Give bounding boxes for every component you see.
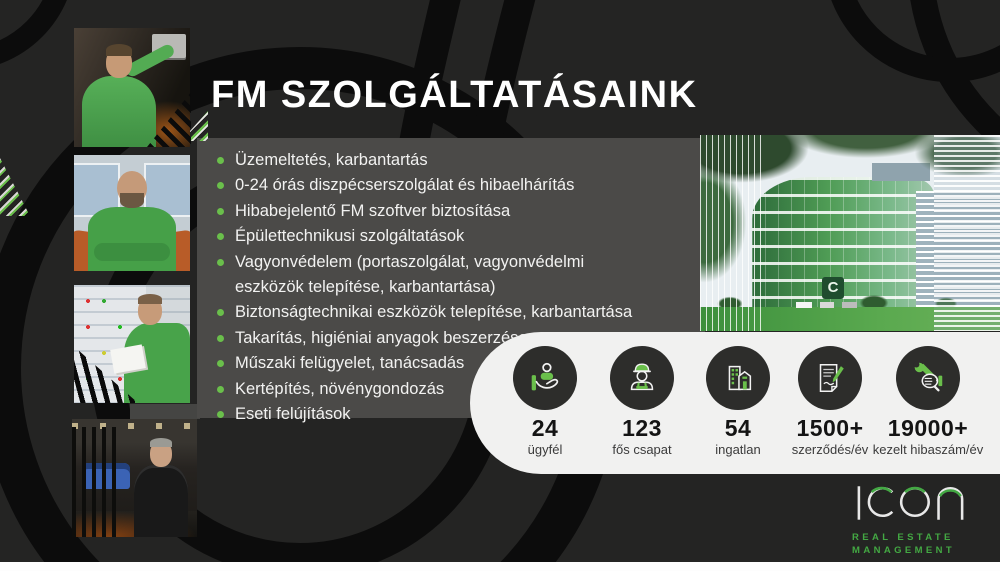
stat-label: kezelt hibaszám/év <box>872 442 984 457</box>
list-item: Eseti felújítások <box>211 402 701 427</box>
stat-value: 123 <box>622 415 662 441</box>
service-label: Vagyonvédelem (portaszolgálat, vagyonvéd… <box>235 252 585 297</box>
list-item: Üzemeltetés, karbantartás <box>211 148 701 173</box>
hand-holding-wrench-icon <box>913 361 943 392</box>
contract-with-pencil-icon <box>819 363 844 393</box>
office-building-photo: C <box>700 135 1000 331</box>
list-item: 0-24 órás diszpécserszolgálat és hibaelh… <box>211 173 701 198</box>
bullet-icon <box>217 334 224 342</box>
company-logo: REAL ESTATE MANAGEMENT <box>852 479 997 556</box>
list-item: Takarítás, higiéniai anyagok beszerzése <box>211 326 701 351</box>
photo-engineer-at-control-panel <box>74 285 190 403</box>
service-label: Épülettechnikusi szolgáltatások <box>235 227 465 246</box>
icon-logo-lettermark <box>857 486 964 520</box>
stat-team: 123 fős csapat <box>597 346 687 457</box>
list-item: Biztonságtechnikai eszközök telepítése, … <box>211 300 701 325</box>
list-item: Műszaki felügyelet, tanácsadás <box>211 351 701 376</box>
service-label: Eseti felújítások <box>235 405 351 424</box>
stat-value: 19000+ <box>887 415 969 441</box>
construction-worker-icon <box>630 363 654 391</box>
service-label: Takarítás, higiéniai anyagok beszerzése <box>235 328 528 347</box>
bottom-white-strip <box>0 562 1000 571</box>
stat-value: 1500+ <box>796 415 864 441</box>
list-item: Kertépítés, növénygondozás <box>211 377 701 402</box>
stat-clients: 24 ügyfél <box>500 346 590 457</box>
service-label: 0-24 órás diszpécserszolgálat és hibaelh… <box>235 176 575 195</box>
stat-icon-circle <box>706 346 770 410</box>
bullet-icon <box>217 385 224 393</box>
building-sign: C <box>822 277 844 299</box>
stat-label: ügyfél <box>527 442 563 457</box>
stat-label: fős csapat <box>612 442 672 457</box>
service-label: Biztonságtechnikai eszközök telepítése, … <box>235 303 633 322</box>
stat-value: 54 <box>724 415 752 441</box>
bullet-icon <box>217 411 224 419</box>
stat-icon-circle <box>513 346 577 410</box>
logo-tagline-line1: REAL ESTATE <box>852 532 954 543</box>
logo-tagline-line2: MANAGEMENT <box>852 545 956 556</box>
stat-label: szerződés/év <box>791 442 869 457</box>
photo-operator-at-monitoring-desk <box>74 155 190 271</box>
list-item: Hibabejelentő FM szoftver biztosítása <box>211 199 701 224</box>
stat-value: 24 <box>531 415 559 441</box>
stat-icon-circle <box>610 346 674 410</box>
stats-bar: 24 ügyfél 123 fős csapat <box>470 332 1000 474</box>
service-label: Üzemeltetés, karbantartás <box>235 151 428 169</box>
list-item: Vagyonvédelem (portaszolgálat, vagyonvéd… <box>211 250 701 301</box>
horizontal-lines-overlay <box>934 135 1000 331</box>
stat-label: ingatlan <box>715 442 761 457</box>
list-item: Épülettechnikusi szolgáltatások <box>211 224 701 249</box>
slide-title: FM SZOLGÁLTATÁSAINK <box>211 74 698 116</box>
bullet-icon <box>217 309 224 317</box>
stat-icon-circle <box>798 346 862 410</box>
hand-holding-person-icon <box>531 362 559 391</box>
buildings-icon <box>728 365 752 391</box>
service-label: Hibabejelentő FM szoftver biztosítása <box>235 201 511 220</box>
vertical-lines-overlay <box>700 135 766 331</box>
stat-properties: 54 ingatlan <box>693 346 783 457</box>
stat-contracts: 1500+ szerződés/év <box>774 346 886 457</box>
service-label: Kertépítés, növénygondozás <box>235 379 445 398</box>
gray-square-decoration <box>130 404 200 419</box>
service-label: Műszaki felügyelet, tanácsadás <box>235 354 465 373</box>
bullet-icon <box>217 157 224 164</box>
stat-handled-issues: 19000+ kezelt hibaszám/év <box>860 346 996 457</box>
bullet-icon <box>217 360 224 368</box>
bullet-icon <box>217 233 224 241</box>
bullet-icon <box>217 258 224 266</box>
stat-icon-circle <box>896 346 960 410</box>
photo-manager-in-parking-garage <box>72 419 197 537</box>
bullet-icon <box>217 182 224 190</box>
services-list: Üzemeltetés, karbantartás 0-24 órás disz… <box>197 138 705 427</box>
bullet-icon <box>217 207 224 215</box>
